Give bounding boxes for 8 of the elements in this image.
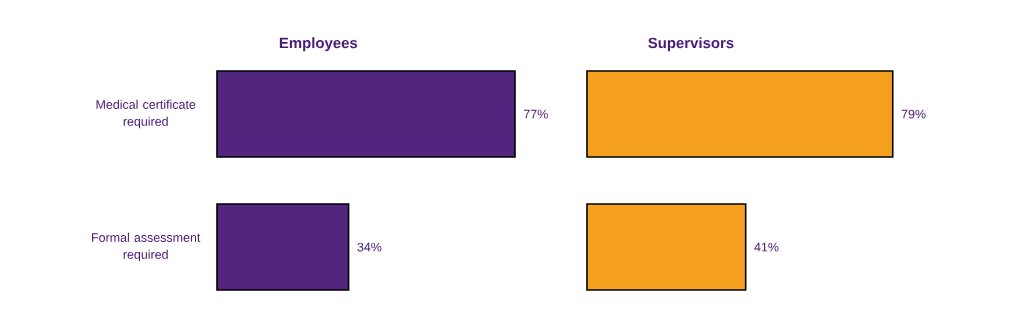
data-label: 34%: [357, 242, 382, 252]
y-tick-label: Medical certificate required: [96, 99, 196, 129]
chart-title: Supervisors: [648, 37, 734, 52]
y-tick-label: Formal assessment required: [92, 232, 201, 262]
data-label: 79%: [901, 109, 926, 119]
data-label: 77%: [523, 109, 548, 119]
data-label: 41%: [754, 242, 779, 252]
chart-title: Employees: [279, 37, 358, 52]
